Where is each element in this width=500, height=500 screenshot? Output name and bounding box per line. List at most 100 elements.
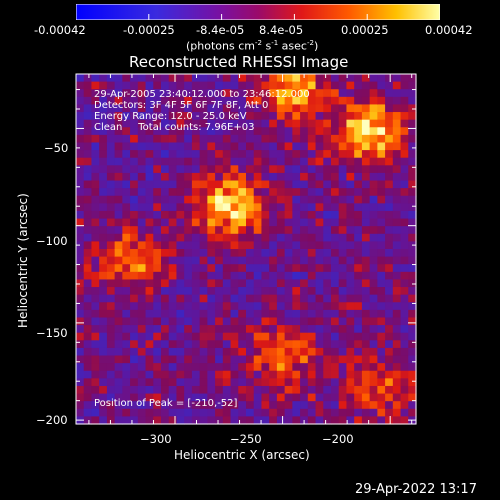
heatmap-cell: [261, 150, 270, 159]
heatmap-cell: [99, 172, 108, 182]
heatmap-cell: [253, 363, 263, 372]
heatmap-cell: [137, 385, 147, 395]
heatmap-cell: [284, 401, 293, 410]
heatmap-cell: [222, 172, 232, 182]
heatmap-cell: [377, 401, 386, 410]
heatmap-cell: [300, 332, 309, 341]
heatmap-cell: [238, 165, 247, 174]
heatmap-cell: [184, 317, 193, 326]
heatmap-cell: [238, 112, 247, 121]
heatmap-cell: [276, 157, 286, 166]
heatmap-cell: [99, 287, 108, 296]
heatmap-cell: [346, 210, 355, 220]
heatmap-cell: [153, 325, 162, 334]
heatmap-cell: [222, 393, 232, 402]
heatmap-cell: [261, 340, 270, 349]
heatmap-cell: [408, 325, 417, 334]
heatmap-cell: [392, 233, 402, 242]
heatmap-cell: [338, 233, 348, 242]
heatmap-cell: [276, 385, 286, 395]
heatmap-cell: [354, 332, 363, 341]
heatmap-cell: [99, 340, 108, 349]
heatmap-cell: [168, 142, 178, 151]
heatmap-cell: [191, 279, 201, 288]
heatmap-cell: [199, 309, 208, 319]
heatmap-cell: [76, 317, 85, 326]
heatmap-cell: [377, 325, 386, 334]
heatmap-cell: [122, 256, 131, 265]
heatmap-cell: [377, 74, 386, 83]
heatmap-cell: [369, 325, 378, 334]
heatmap-cell: [284, 287, 293, 296]
heatmap-cell: [269, 302, 278, 311]
heatmap-cell: [361, 347, 371, 357]
heatmap-cell: [230, 119, 239, 128]
heatmap-cell: [338, 294, 348, 303]
heatmap-cell: [361, 142, 371, 151]
heatmap-cell: [292, 210, 301, 220]
heatmap-cell: [191, 325, 201, 334]
heatmap-cell: [276, 264, 286, 273]
heatmap-cell: [76, 385, 85, 395]
heatmap-cell: [338, 89, 348, 98]
heatmap-cell: [338, 279, 348, 288]
heatmap-cell: [300, 127, 309, 136]
heatmap-cell: [122, 416, 131, 425]
heatmap-cell: [199, 302, 208, 311]
heatmap-cell: [184, 370, 193, 379]
heatmap-cell: [385, 271, 394, 281]
heatmap-cell: [168, 165, 178, 174]
heatmap-cell: [114, 241, 123, 250]
heatmap-cell: [145, 279, 154, 288]
heatmap-cell: [153, 134, 162, 144]
heatmap-cell: [338, 408, 348, 417]
heatmap-cell: [331, 241, 340, 250]
heatmap-cell: [153, 416, 162, 425]
heatmap-cell: [292, 203, 301, 212]
heatmap-cell: [207, 112, 216, 121]
heatmap-cell: [408, 256, 417, 265]
heatmap-cell: [168, 96, 178, 106]
heatmap-cell: [161, 150, 170, 159]
heatmap-cell: [338, 370, 348, 379]
heatmap-cell: [246, 317, 255, 326]
heatmap-cell: [122, 332, 131, 341]
heatmap-cell: [130, 325, 139, 334]
heatmap-cell: [307, 112, 317, 121]
heatmap-cell: [261, 393, 270, 402]
heatmap-cell: [377, 256, 386, 265]
heatmap-cell: [369, 188, 378, 197]
heatmap-cell: [338, 203, 348, 212]
heatmap-cell: [284, 302, 293, 311]
heatmap-cell: [238, 157, 247, 166]
heatmap-cell: [161, 172, 170, 182]
heatmap-cell: [284, 210, 293, 220]
heatmap-cell: [292, 165, 301, 174]
heatmap-cell: [106, 347, 116, 357]
heatmap-cell: [315, 180, 324, 189]
heatmap-cell: [161, 279, 170, 288]
heatmap-cell: [76, 218, 85, 227]
heatmap-cell: [246, 287, 255, 296]
heatmap-cell: [315, 401, 324, 410]
heatmap-cell: [300, 172, 309, 182]
heatmap-cell: [346, 370, 355, 379]
heatmap-cell: [137, 165, 147, 174]
heatmap-cell: [176, 165, 185, 174]
heatmap-cell: [300, 279, 309, 288]
heatmap-cell: [323, 127, 332, 136]
heatmap-cell: [184, 249, 193, 258]
heatmap-cell: [191, 370, 201, 379]
heatmap-cell: [377, 203, 386, 212]
heatmap-cell: [161, 210, 170, 220]
heatmap-cell: [331, 233, 340, 242]
heatmap-cell: [392, 279, 402, 288]
heatmap-cell: [315, 302, 324, 311]
heatmap-cell: [76, 165, 85, 174]
heatmap-cell: [331, 203, 340, 212]
heatmap-cell: [292, 294, 301, 303]
heatmap-cell: [361, 416, 371, 425]
heatmap-cell: [137, 256, 147, 265]
heatmap-cell: [114, 279, 123, 288]
heatmap-cell: [106, 256, 116, 265]
